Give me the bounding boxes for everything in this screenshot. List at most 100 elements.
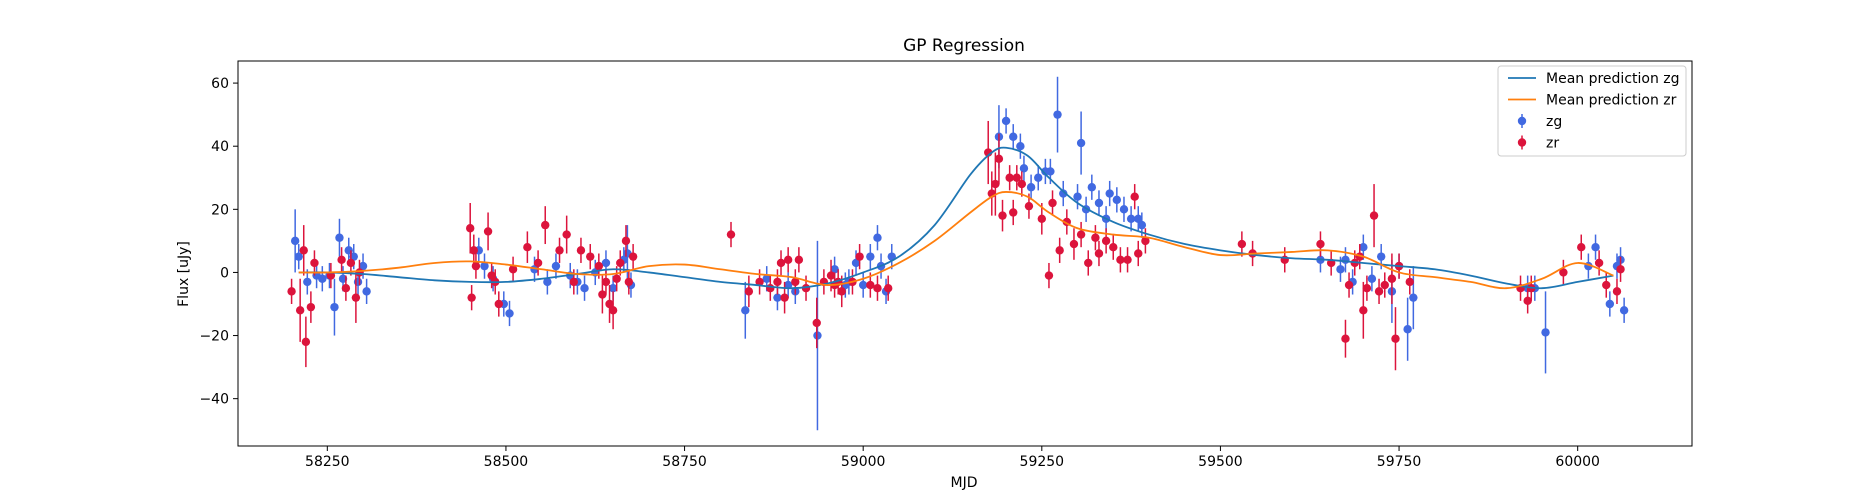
data-point-zr — [1559, 268, 1568, 277]
y-tick-label: 40 — [211, 139, 229, 155]
data-point-zr — [1612, 287, 1622, 296]
data-point-zr — [1341, 334, 1350, 343]
legend-label: Mean prediction zg — [1546, 71, 1680, 87]
data-point-zg — [543, 277, 552, 287]
data-point-zg — [1046, 167, 1055, 176]
data-point-zr — [1387, 274, 1397, 283]
y-axis-label: Flux [uJy] — [176, 241, 192, 307]
legend-label: zg — [1546, 114, 1562, 130]
data-point-zr — [773, 277, 782, 287]
data-point-zr — [883, 284, 893, 293]
data-point-zg — [335, 233, 344, 242]
data-point-zr — [541, 220, 550, 230]
data-point-zr — [1362, 284, 1372, 293]
data-point-zr — [1037, 214, 1047, 223]
data-point-zg — [1605, 299, 1615, 309]
data-point-zg — [1094, 198, 1104, 208]
data-point-zg — [601, 258, 611, 268]
data-point-zr — [1391, 334, 1400, 343]
data-point-zg — [580, 284, 589, 293]
data-point-zr — [1130, 192, 1139, 201]
data-point-zr — [1237, 239, 1247, 249]
data-point-zr — [483, 227, 493, 236]
data-point-zg — [551, 261, 561, 271]
data-point-zr — [791, 277, 800, 287]
data-point-zr — [467, 293, 476, 302]
data-point-zr — [355, 268, 364, 277]
data-point-zr — [994, 154, 1004, 164]
series-zr — [287, 120, 1625, 371]
data-point-zr — [295, 306, 305, 315]
data-point-zr — [306, 302, 316, 312]
data-point-zr — [351, 293, 361, 302]
data-point-zr — [487, 271, 496, 280]
data-point-zr — [1048, 198, 1057, 208]
data-point-zg — [294, 252, 303, 261]
data-point-zg — [1076, 138, 1086, 148]
data-point-zg — [303, 277, 312, 287]
data-point-zr — [608, 306, 618, 315]
data-point-zr — [1359, 306, 1368, 315]
data-point-zr — [1044, 271, 1054, 280]
x-tick-label: 58750 — [662, 454, 707, 470]
legend: Mean prediction zg Mean prediction zr zg zr — [1497, 65, 1687, 157]
data-point-zg — [1119, 205, 1129, 214]
y-tick-label: 0 — [220, 265, 229, 281]
data-point-zr — [1577, 242, 1586, 252]
data-point-zr — [624, 277, 634, 287]
data-point-zr — [812, 318, 821, 328]
data-point-zr — [794, 255, 804, 265]
data-point-zg — [330, 302, 339, 312]
data-point-zg — [1619, 306, 1629, 315]
data-point-zr — [326, 271, 336, 280]
data-point-zr — [601, 277, 611, 287]
data-point-zr — [1134, 249, 1143, 258]
data-point-zr — [616, 258, 625, 268]
data-point-zg — [1403, 325, 1412, 334]
data-point-zr — [837, 287, 846, 296]
data-point-zr — [1076, 230, 1086, 239]
data-point-zg — [1137, 220, 1147, 230]
legend-box — [1497, 65, 1687, 157]
data-point-zg — [608, 284, 618, 293]
data-point-zr — [783, 255, 793, 265]
data-point-zg — [1087, 183, 1097, 192]
data-point-zr — [1616, 265, 1625, 274]
x-tick-label: 59000 — [841, 454, 886, 470]
data-point-zr — [555, 246, 564, 255]
data-point-zg — [1016, 142, 1025, 151]
data-point-zg — [362, 287, 371, 296]
series-zg — [290, 76, 1629, 431]
x-tick-label: 60000 — [1555, 454, 1600, 470]
data-point-zr — [776, 258, 786, 268]
chart-title: GP Regression — [903, 36, 1025, 56]
data-point-zg — [1059, 189, 1068, 198]
data-point-zg — [353, 277, 363, 287]
x-tick-label: 59250 — [1020, 454, 1065, 470]
y-tick-label: 60 — [211, 76, 229, 92]
data-point-zr — [1123, 255, 1132, 265]
data-point-zg — [1541, 328, 1550, 337]
data-point-zr — [346, 258, 356, 268]
data-point-zg — [1409, 293, 1418, 302]
data-point-zr — [621, 236, 631, 246]
data-point-zr — [337, 255, 346, 265]
data-point-zr — [594, 261, 604, 271]
data-point-zg — [851, 258, 861, 268]
data-point-zr — [576, 246, 586, 255]
data-point-zr — [991, 179, 1000, 189]
legend-point-swatch — [1517, 116, 1527, 126]
x-tick-label: 59500 — [1198, 454, 1243, 470]
data-point-zg — [783, 280, 793, 290]
x-tick-label: 58250 — [305, 454, 350, 470]
mean-line-zg — [298, 146, 1614, 290]
legend-point-swatch — [1517, 138, 1527, 147]
data-point-zg — [1359, 242, 1368, 252]
data-point-zg — [858, 280, 868, 290]
data-point-zr — [1374, 287, 1384, 296]
data-point-zg — [1026, 183, 1036, 192]
data-point-zr — [287, 287, 296, 296]
data-point-zg — [338, 274, 348, 283]
data-point-zg — [1009, 132, 1018, 141]
